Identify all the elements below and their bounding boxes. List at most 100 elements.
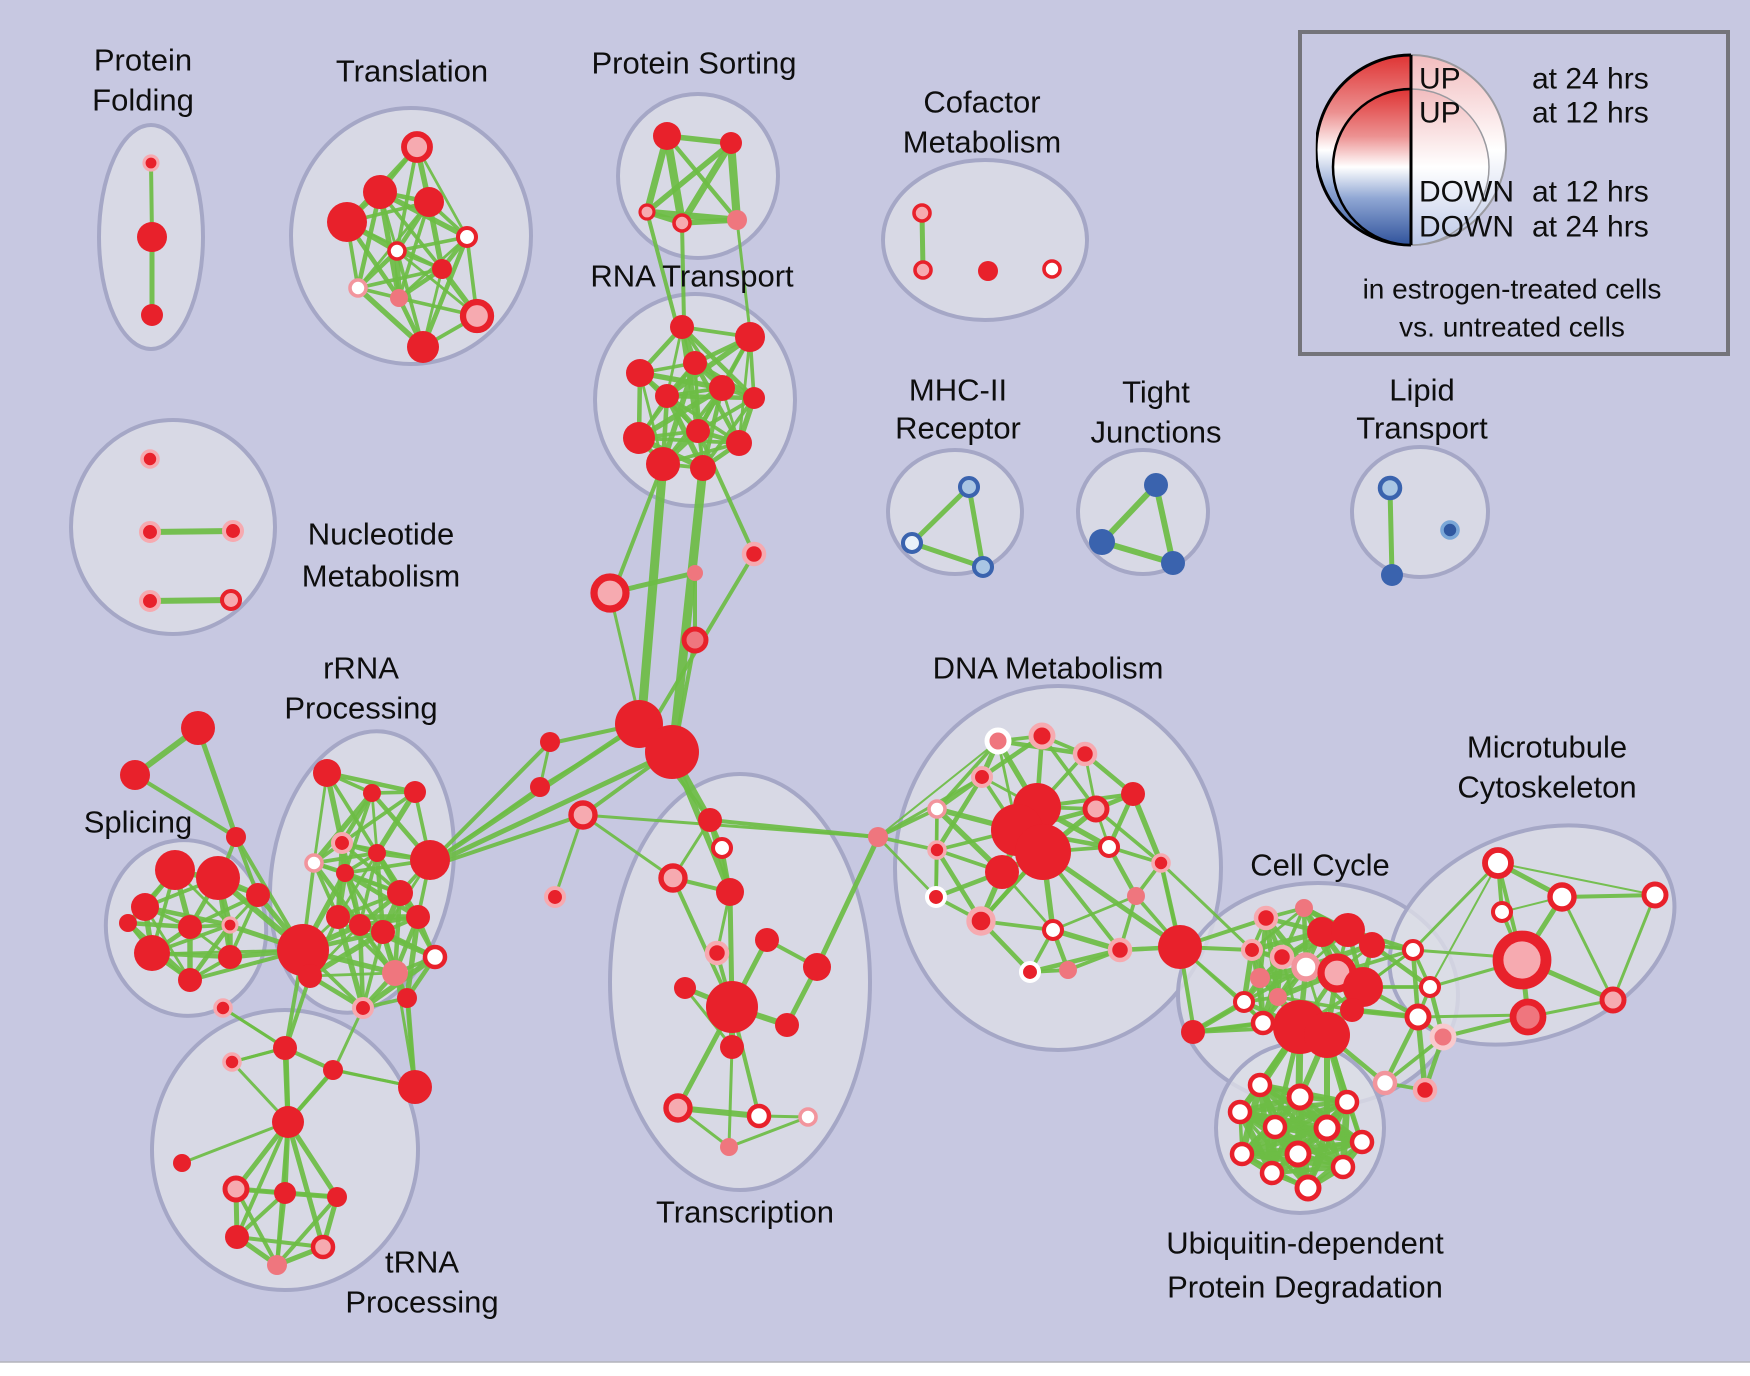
gene-node-mhc-ii-receptor [971, 555, 995, 579]
gene-node-microtubule-cytoskeleton [1509, 998, 1547, 1036]
gene-node-nucleotide-metabolism [140, 449, 160, 469]
edge-bridge [1429, 864, 1498, 988]
gene-node-protein-sorting [638, 203, 656, 221]
gene-node-dna-metabolism [1121, 782, 1145, 806]
gene-node-nucleotide-metabolism [138, 589, 162, 613]
edge-microtubule-cytoskeleton [1560, 893, 1657, 899]
gene-node-rrna-processing [368, 844, 386, 862]
gene-node-cofactor-metabolism [1042, 259, 1062, 279]
gene-node-cell-cycle [1269, 988, 1287, 1006]
edge-microtubule-cytoskeleton [1497, 862, 1656, 896]
gene-node-cell-cycle [1250, 968, 1270, 988]
edge-dna-metabolism [876, 835, 938, 899]
edge-protein-sorting [664, 133, 740, 223]
legend-row-time: at 24 hrs [1532, 211, 1649, 244]
gene-node-splicing [119, 914, 137, 932]
edge-rrna-processing [342, 870, 421, 920]
gene-node-splicing [178, 915, 202, 939]
edge-bridge [581, 813, 675, 880]
cluster-label-tight-junctions: Junctions [1091, 415, 1222, 450]
edge-dna-metabolism [1130, 791, 1164, 866]
gene-node-trna-processing [327, 1187, 347, 1207]
edge-dna-metabolism [1027, 947, 1123, 975]
gene-node-bridge [530, 777, 550, 797]
edge-bridge [133, 773, 238, 839]
gene-node-ubiquitin-degradation [1330, 1154, 1356, 1180]
gene-node-trna-processing [222, 1175, 250, 1203]
gene-node-rna-transport [655, 384, 679, 408]
cluster-ellipse-nucleotide-metabolism [69, 418, 277, 636]
edge-dna-metabolism [1094, 807, 1163, 865]
gene-node-rrna-processing [313, 759, 341, 787]
gene-node-bridge [120, 760, 150, 790]
gene-node-ubiquitin-degradation [1247, 1072, 1273, 1098]
gene-node-tight-junctions [1161, 551, 1185, 575]
gene-node-splicing [134, 935, 170, 971]
edge-bridge [1159, 861, 1253, 951]
edge-trna-processing [275, 1191, 287, 1267]
gene-node-translation [401, 131, 433, 163]
cluster-label-ubiquitin-degradation: Ubiquitin-dependent [1166, 1226, 1444, 1261]
gene-node-cell-cycle [1291, 952, 1321, 982]
cluster-label-cofactor-metabolism: Cofactor [923, 85, 1040, 120]
cluster-label-lipid-transport: Transport [1356, 411, 1488, 446]
gene-node-trna-processing [273, 1036, 297, 1060]
gene-node-translation [432, 259, 452, 279]
cluster-label-protein-folding: Protein [94, 43, 192, 78]
edge-bridge [610, 462, 665, 598]
gene-node-cofactor-metabolism [912, 203, 932, 223]
gene-node-protein-sorting [727, 210, 747, 230]
gene-node-trna-processing [274, 1182, 296, 1204]
edge-bridge [668, 463, 708, 756]
gene-node-rrna-processing [422, 944, 448, 970]
edge-bridge [645, 210, 678, 324]
edge-bridge [195, 725, 239, 840]
legend-row-dir: DOWN [1419, 176, 1514, 209]
gene-node-rrna-processing [404, 781, 426, 803]
gene-node-dna-metabolism [1015, 824, 1071, 880]
cluster-label-mhc-ii-receptor: Receptor [895, 411, 1021, 446]
gene-node-rna-transport [646, 447, 680, 481]
edge-rrna-processing [312, 851, 379, 865]
edge-rrna-processing [312, 771, 329, 865]
gene-node-translation [455, 225, 479, 249]
gene-node-cofactor-metabolism [978, 261, 998, 281]
gene-node-rna-transport [623, 422, 655, 454]
gene-node-lipid-transport [1377, 475, 1403, 501]
gene-node-ubiquitin-degradation [1227, 1099, 1253, 1125]
cluster-label-nucleotide-metabolism: Metabolism [302, 559, 461, 594]
legend-box [1298, 30, 1730, 356]
edge-rna-transport [636, 385, 725, 441]
gene-node-bridge [540, 732, 560, 752]
gene-node-bridge [226, 827, 246, 847]
gene-node-translation [348, 278, 368, 298]
cluster-ellipse-lipid-transport [1350, 445, 1490, 579]
gene-node-cell-cycle [1304, 1012, 1350, 1058]
gene-node-rna-transport [709, 375, 735, 401]
gene-node-cell-cycle [1253, 905, 1279, 931]
gene-node-microtubule-cytoskeleton [1547, 882, 1577, 912]
gene-node-protein-folding [137, 222, 167, 252]
gene-node-rrna-processing [326, 905, 350, 929]
gene-node-transcription [704, 940, 730, 966]
gene-node-dna-metabolism [1158, 925, 1202, 969]
gene-node-protein-sorting [672, 213, 692, 233]
edge-rrna-processing [340, 790, 417, 845]
gene-node-bridge [543, 885, 567, 909]
edge-trna-processing [180, 1120, 290, 1165]
gene-node-transcription [663, 1093, 693, 1123]
edge-rna-transport [664, 334, 753, 399]
gene-node-dna-metabolism [970, 765, 994, 789]
gene-node-nucleotide-metabolism [219, 588, 243, 612]
gene-node-rna-transport [735, 322, 765, 352]
gene-node-dna-metabolism [1107, 937, 1133, 963]
gene-node-tight-junctions [1144, 473, 1168, 497]
gene-node-microtubule-cytoskeleton [1599, 986, 1627, 1014]
gene-node-dna-metabolism [927, 799, 947, 819]
cluster-label-cell-cycle: Cell Cycle [1250, 848, 1390, 883]
edge-rrna-processing [324, 770, 418, 795]
gene-node-transcription [746, 1103, 772, 1129]
edge-nucleotide-metabolism [147, 528, 236, 535]
legend-row-time: at 24 hrs [1532, 63, 1649, 96]
